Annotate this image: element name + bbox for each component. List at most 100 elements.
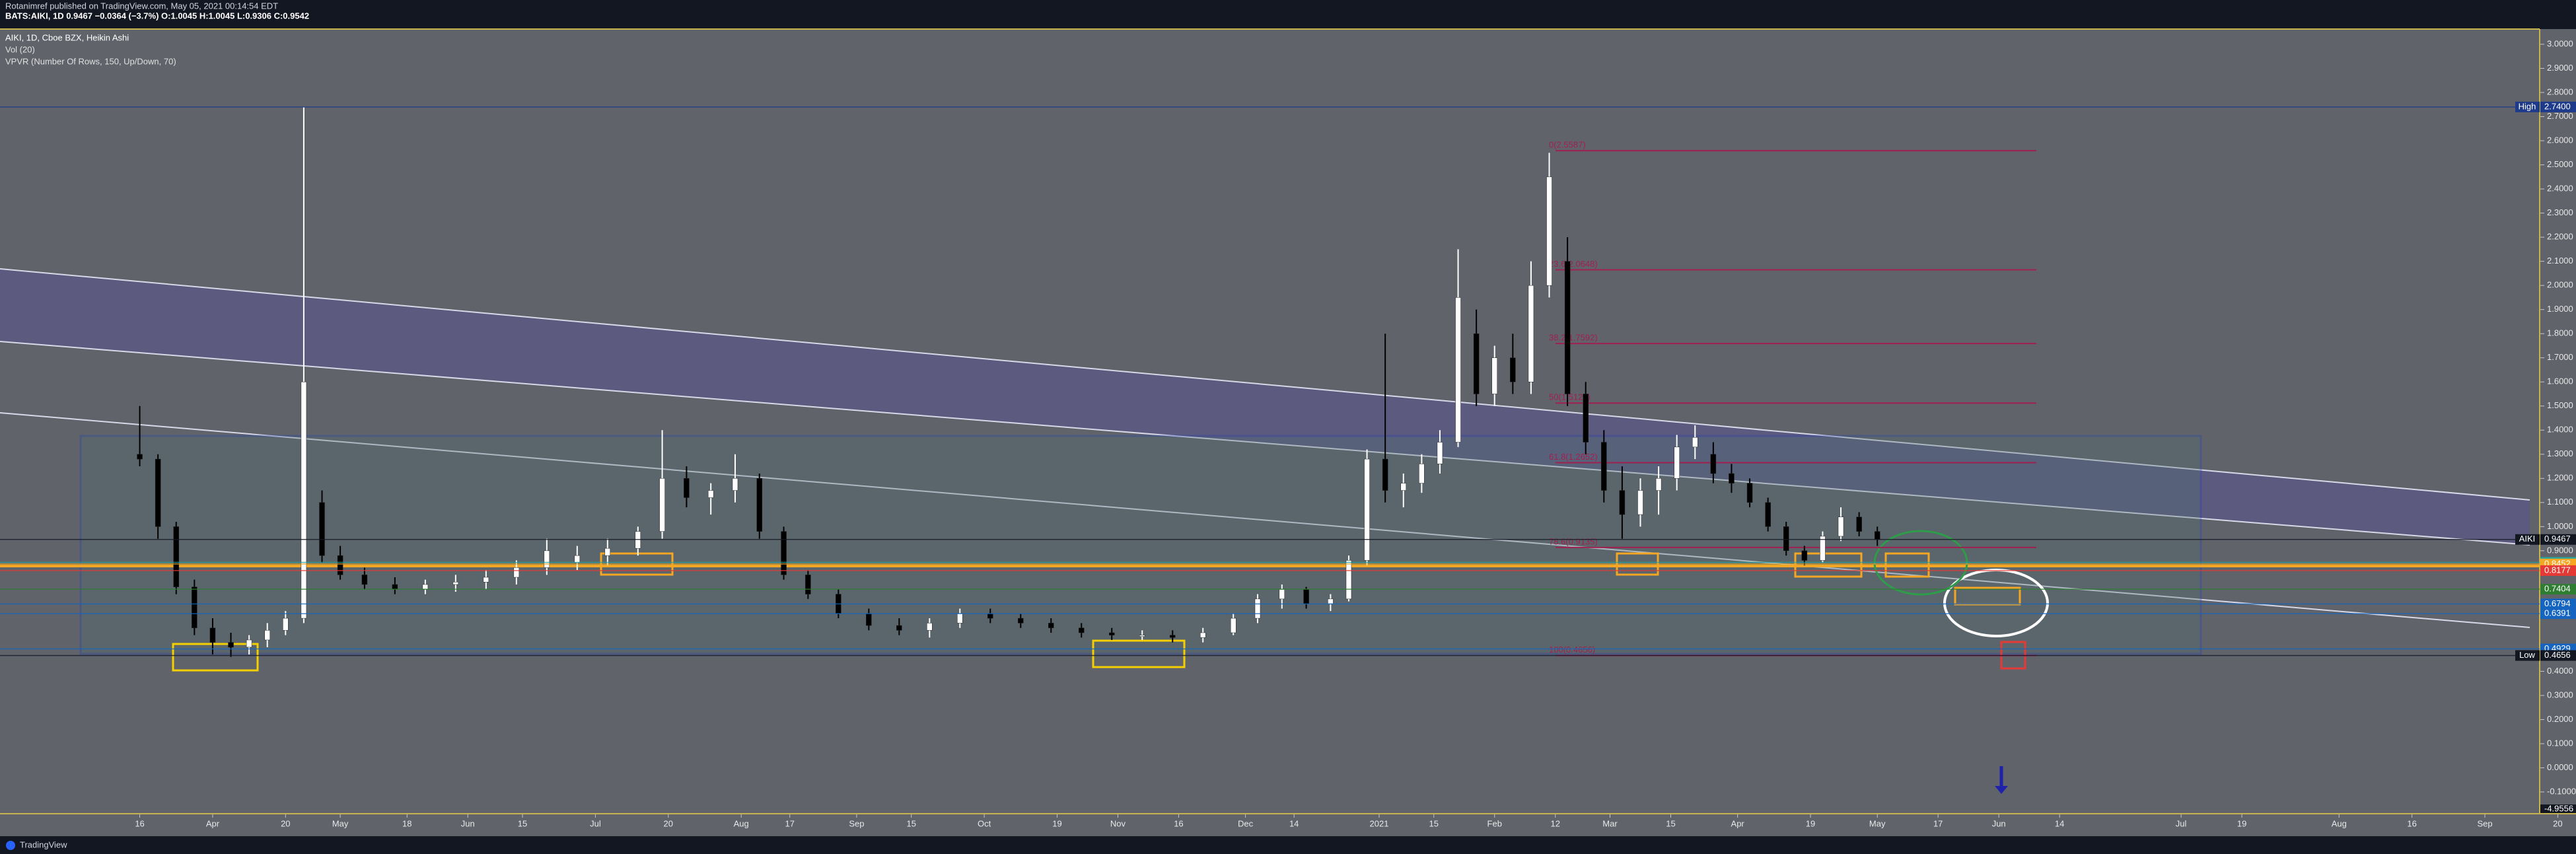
x-tick-label: 20: [281, 818, 290, 828]
fib-label: 78.6(0.9135): [1549, 536, 1598, 546]
candle-body: [1364, 458, 1370, 561]
candle-body: [283, 618, 289, 631]
candle-body: [1674, 446, 1680, 479]
x-tick-label: 12: [1550, 818, 1559, 828]
x-tick-label: 15: [1429, 818, 1439, 828]
x-tick-label: 17: [785, 818, 795, 828]
x-tick-label: Jul: [590, 818, 601, 828]
price-tag-label: 0.4656: [2544, 650, 2571, 660]
x-tick-label: Dec: [1238, 818, 1254, 828]
x-tick-label: 15: [518, 818, 527, 828]
zone-box: [172, 643, 259, 672]
y-tick-label: 2.9000: [2547, 63, 2573, 73]
x-tick-label: Jun: [1992, 818, 2006, 828]
channel-bottom: [0, 412, 2530, 628]
candle-body: [1546, 176, 1552, 286]
zone-box: [1794, 552, 1863, 578]
publisher: Rotanimref published on TradingView.com,…: [5, 1, 278, 11]
candle-body: [1746, 483, 1753, 503]
candle-body: [209, 627, 216, 643]
x-tick-label: 16: [1174, 818, 1183, 828]
price-tag: [2540, 584, 2576, 595]
y-tick-label: 2.3000: [2547, 207, 2573, 217]
candle-body: [604, 548, 611, 556]
price-tag-label: 0.6391: [2544, 608, 2571, 618]
candle-body: [337, 555, 343, 575]
price-tag: [2540, 101, 2576, 112]
candle-body: [1838, 516, 1844, 537]
candle-body: [1619, 490, 1626, 515]
arrow-head: [1995, 786, 2008, 794]
candle-body: [1199, 632, 1206, 638]
x-tick-label: 19: [1806, 818, 1815, 828]
x-tick-label: 14: [1289, 818, 1299, 828]
y-tick-label: 1.7000: [2547, 352, 2573, 362]
price-tag-name: Low: [2519, 650, 2535, 660]
fib-label: 61.8(1.2652): [1549, 452, 1598, 462]
candle-body: [228, 642, 234, 648]
price-tag-label: 0.8177: [2544, 565, 2571, 575]
candle-body: [756, 478, 763, 532]
candle-body: [1874, 531, 1880, 540]
ellipse: [1943, 569, 2049, 637]
x-tick-label: Jun: [461, 818, 475, 828]
candle-body: [422, 584, 429, 590]
candle-body: [544, 550, 550, 568]
candle-body: [927, 623, 933, 631]
zone-box: [1884, 552, 1930, 578]
candle-body: [1345, 560, 1352, 600]
candle-body: [732, 478, 738, 491]
x-tick-label: Aug: [734, 818, 749, 828]
channel-mid: [0, 341, 2530, 546]
y-tick-label: 2.5000: [2547, 159, 2573, 169]
price-tag-name-bg: [2515, 650, 2540, 661]
candle-body: [392, 584, 398, 590]
candle-body: [1328, 598, 1334, 604]
candle-body: [246, 639, 252, 648]
candle-body: [173, 526, 179, 587]
y-tick-label: 2.7000: [2547, 111, 2573, 121]
symbol-line: BATS:AIKI, 1D 0.9467 −0.0364 (−3.7%) O:1…: [5, 11, 309, 20]
price-tag-label: 0.7404: [2544, 584, 2571, 594]
channel-top: [0, 268, 2530, 501]
candle-body: [1139, 635, 1145, 637]
price-tag-label: 2.7400: [2544, 101, 2571, 111]
y-tick-label: 2.1000: [2547, 256, 2573, 266]
price-axis: [2540, 30, 2576, 814]
price-tag: [2540, 608, 2576, 620]
range-box: [79, 435, 2202, 655]
y-tick-label: 2.6000: [2547, 135, 2573, 145]
y-tick-label: 0.0000: [2547, 762, 2573, 772]
x-tick-label: 17: [1933, 818, 1943, 828]
candle-body: [1801, 550, 1808, 561]
header-bar: [0, 0, 2576, 29]
brand[interactable]: TradingView: [20, 839, 67, 849]
candle-body: [1564, 261, 1571, 394]
y-tick-label: 1.4000: [2547, 425, 2573, 435]
candle-body: [319, 502, 325, 556]
price-tag: [2540, 650, 2576, 661]
candle-body: [1419, 464, 1425, 483]
candle-body: [987, 613, 993, 619]
price-tag-name: High: [2519, 101, 2536, 111]
candle-body: [957, 613, 963, 623]
chart-name: AIKI, 1D, Cboe BZX, Heikin Ashi: [5, 32, 129, 42]
y-tick-label: 1.1000: [2547, 497, 2573, 507]
candle-body: [452, 582, 459, 585]
x-tick-label: Apr: [206, 818, 220, 828]
x-tick-label: 20: [2553, 818, 2562, 828]
x-tick-label: Feb: [1487, 818, 1502, 828]
marks: 0(2.5587) 23.6(2.0648) 38.2(1.7592) 50(1.51…: [0, 106, 2540, 657]
fib-label: 100(0.4656): [1549, 645, 1595, 655]
candle-body: [1109, 632, 1115, 635]
price-tag-label: 0.9467: [2544, 534, 2571, 544]
x-tick-label: Sep: [2477, 818, 2492, 828]
price-tag-name: AIKI: [2519, 534, 2536, 544]
y-tick-label: 0.1000: [2547, 738, 2573, 748]
price-tag: [2540, 565, 2576, 576]
y-tick-label: 0.9000: [2547, 545, 2573, 555]
x-tick-label: Sep: [849, 818, 864, 828]
candle-body: [1018, 618, 1024, 623]
y-tick-label: 1.9000: [2547, 304, 2573, 314]
x-tick-label: Nov: [1110, 818, 1126, 828]
